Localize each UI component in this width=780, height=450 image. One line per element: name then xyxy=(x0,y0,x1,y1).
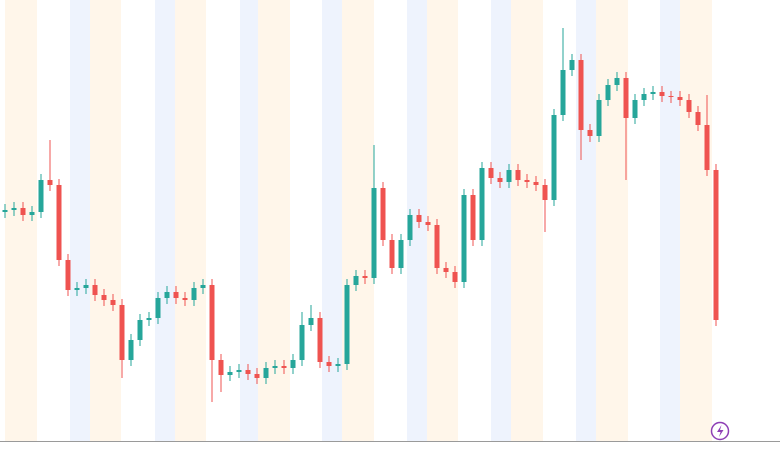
candle-body xyxy=(182,298,188,300)
candle-body xyxy=(479,168,485,240)
candle-body xyxy=(29,212,35,215)
band xyxy=(90,0,121,441)
candle-body xyxy=(533,182,539,185)
candle-body xyxy=(560,70,566,115)
candle-body xyxy=(227,372,233,375)
lightning-icon[interactable] xyxy=(717,425,724,437)
candle-body xyxy=(623,78,629,118)
band xyxy=(175,0,206,441)
candle-body xyxy=(713,170,719,320)
candle-body xyxy=(659,92,665,96)
candle-body xyxy=(74,288,80,290)
candle-body xyxy=(281,366,287,368)
band xyxy=(491,0,511,441)
candle-body xyxy=(398,240,404,268)
candle-body xyxy=(542,185,548,200)
candle-body xyxy=(605,85,611,100)
lightning-button[interactable] xyxy=(710,421,730,441)
candle-body xyxy=(128,340,134,360)
candle-body xyxy=(632,100,638,118)
candle-body xyxy=(650,92,656,94)
candle-body xyxy=(254,374,260,378)
candle-body xyxy=(416,215,422,222)
candle-body xyxy=(47,180,53,185)
candle-body xyxy=(389,240,395,268)
candle-body xyxy=(578,60,584,130)
candle-body xyxy=(344,285,350,364)
candle-body xyxy=(290,360,296,368)
candle-body xyxy=(614,78,620,85)
candle-body xyxy=(380,188,386,240)
candle-body xyxy=(371,188,377,278)
candle-body xyxy=(569,60,575,70)
candle-body xyxy=(308,318,314,325)
candle-body xyxy=(164,292,170,298)
candle-body xyxy=(2,210,8,212)
candle-body xyxy=(119,305,125,360)
candle-body xyxy=(587,130,593,136)
candle-body xyxy=(11,208,17,210)
candle-body xyxy=(146,318,152,320)
candle-body xyxy=(686,100,692,112)
candle-body xyxy=(83,285,89,288)
band xyxy=(596,0,628,441)
candle-body xyxy=(20,208,26,215)
candle-body xyxy=(56,185,62,260)
candle-body xyxy=(443,268,449,272)
candle-body xyxy=(641,94,647,100)
candle-body xyxy=(218,360,224,375)
candle-body xyxy=(191,288,197,300)
session-bands xyxy=(5,0,712,441)
candle-body xyxy=(407,215,413,240)
candle-body xyxy=(524,180,530,182)
candle-body xyxy=(551,115,557,200)
candle-body xyxy=(488,168,494,178)
candle-body xyxy=(326,362,332,366)
candle-body xyxy=(110,300,116,305)
candle-body xyxy=(515,170,521,180)
candle-body xyxy=(200,285,206,288)
candle-body xyxy=(155,298,161,318)
candle-body xyxy=(38,180,44,212)
candle-body xyxy=(362,276,368,278)
candle-body xyxy=(695,112,701,125)
candle-body xyxy=(704,125,710,170)
band xyxy=(258,0,290,441)
candle-body xyxy=(668,96,674,97)
candle-body xyxy=(677,97,683,100)
candles xyxy=(2,28,719,402)
candle-body xyxy=(452,272,458,282)
candle-body xyxy=(65,260,71,290)
candle-body xyxy=(173,292,179,298)
band xyxy=(660,0,680,441)
band xyxy=(322,0,342,441)
candle-body xyxy=(236,370,242,372)
band xyxy=(342,0,374,441)
band xyxy=(511,0,543,441)
candle-body xyxy=(137,320,143,340)
candle-body xyxy=(470,195,476,240)
band xyxy=(70,0,90,441)
candle-body xyxy=(353,276,359,285)
candle-body xyxy=(92,285,98,295)
band xyxy=(240,0,258,441)
candle-body xyxy=(335,364,341,366)
candle-body xyxy=(245,370,251,374)
candle-body xyxy=(497,178,503,182)
candle-body xyxy=(317,318,323,362)
candle-body xyxy=(209,285,215,360)
band xyxy=(155,0,175,441)
candle-body xyxy=(461,195,467,282)
band xyxy=(427,0,458,441)
candle-body xyxy=(101,295,107,300)
candle-body xyxy=(263,368,269,378)
candle-body xyxy=(425,222,431,225)
candle-body xyxy=(506,170,512,182)
candle-body xyxy=(299,325,305,360)
candle-body xyxy=(272,366,278,368)
candle-body xyxy=(596,100,602,136)
candle-body xyxy=(434,225,440,268)
band xyxy=(680,0,712,441)
